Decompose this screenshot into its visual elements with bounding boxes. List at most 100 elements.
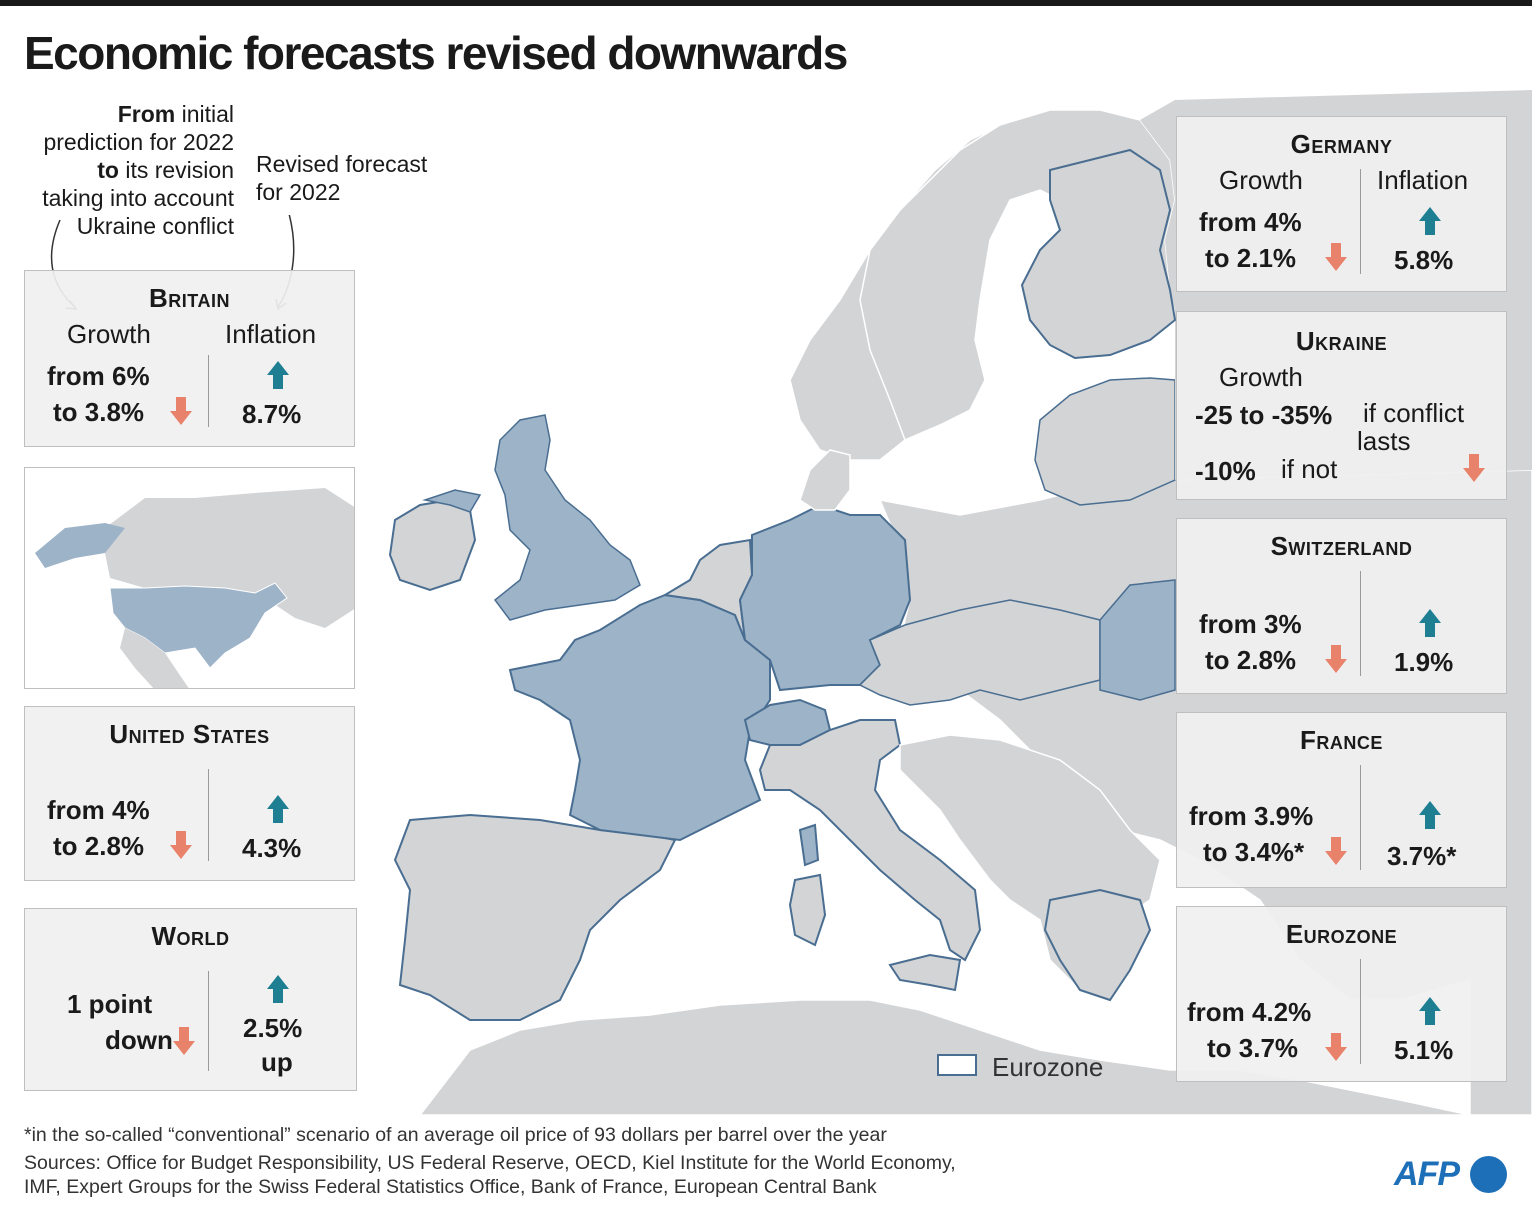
france-to: to 3.4%* xyxy=(1203,837,1305,867)
land-baltics-finland-east xyxy=(1034,377,1176,506)
eurozone-growth-down-arrow-icon xyxy=(1325,1033,1347,1061)
switzerland-divider xyxy=(1360,571,1361,676)
france-divider xyxy=(1360,765,1361,870)
world-inflation-line2: up xyxy=(261,1047,293,1077)
afp-logo-dot-icon xyxy=(1470,1156,1507,1193)
switzerland-inflation: 1.9% xyxy=(1394,647,1454,677)
ukraine-line1-value: -25 to -35% xyxy=(1195,400,1333,430)
world-growth-line2: down xyxy=(105,1025,173,1055)
box-eurozone-title: Eurozone xyxy=(1285,919,1398,949)
world-inflation-up-arrow-icon xyxy=(267,975,289,1003)
world-inflation-line1: 2.5% xyxy=(243,1013,303,1043)
note-mid1: initial prediction for 2022 xyxy=(43,101,234,155)
ukraine-line2-value: -10% xyxy=(1195,456,1256,486)
land-norway-sweden xyxy=(789,127,996,461)
ukraine-line2-text: if not xyxy=(1281,454,1338,484)
world-inset-svg xyxy=(35,488,354,688)
land-n-ireland xyxy=(422,489,482,513)
britain-inflation: 8.7% xyxy=(242,399,302,429)
eurozone-from: from 4.2% xyxy=(1187,997,1312,1027)
land-ireland xyxy=(388,498,477,592)
eurozone-inflation: 5.1% xyxy=(1394,1035,1454,1065)
germany-growth-label: Growth xyxy=(1219,165,1303,195)
box-britain: Britain Growth Inflation from 6% to 3.8%… xyxy=(24,270,355,447)
france-inflation: 3.7%* xyxy=(1387,841,1457,871)
france-growth-down-arrow-icon xyxy=(1325,837,1347,865)
note-to: to xyxy=(97,157,119,183)
land-sicily xyxy=(888,953,962,992)
box-world: World 1 point down 2.5% up xyxy=(24,908,357,1091)
footer-note: *in the so-called “conventional” scenari… xyxy=(24,1124,887,1146)
box-world-title: World xyxy=(151,921,230,951)
us-from: from 4% xyxy=(47,795,150,825)
us-divider xyxy=(208,769,209,861)
box-united-states: United States from 4% to 2.8% 4.3% xyxy=(24,706,355,881)
us-growth-down-arrow-icon xyxy=(170,831,192,859)
britain-growth-label: Growth xyxy=(67,319,151,349)
box-france-title: France xyxy=(1300,725,1383,755)
world-divider xyxy=(208,971,209,1071)
britain-from: from 6% xyxy=(47,361,150,391)
afp-logo: AFP xyxy=(1394,1155,1460,1193)
box-switzerland-title: Switzerland xyxy=(1270,531,1413,561)
box-france: France from 3.9% to 3.4%* 3.7%* xyxy=(1176,712,1507,888)
eurozone-divider xyxy=(1360,959,1361,1064)
footer-sources-2: IMF, Expert Groups for the Swiss Federal… xyxy=(24,1176,877,1198)
land-britain xyxy=(493,414,641,621)
germany-inflation-up-arrow-icon xyxy=(1419,207,1441,235)
britain-divider xyxy=(208,355,209,427)
britain-inflation-up-arrow-icon xyxy=(267,361,289,389)
land-romania xyxy=(1099,579,1176,701)
land-france xyxy=(508,593,771,842)
land-italy xyxy=(758,719,982,962)
inset-alaska xyxy=(35,523,125,568)
note-revised: Revised forecast for 2022 xyxy=(256,151,428,205)
ukraine-line1-text2: lasts xyxy=(1357,426,1411,456)
legend-eurozone-swatch xyxy=(937,1054,977,1076)
us-inflation-up-arrow-icon xyxy=(267,795,289,823)
germany-to: to 2.1% xyxy=(1205,243,1297,273)
footer-sources-1: Sources: Office for Budget Responsibilit… xyxy=(24,1152,956,1174)
world-growth-down-arrow-icon xyxy=(173,1027,195,1055)
switzerland-to: to 2.8% xyxy=(1205,645,1297,675)
land-denmark xyxy=(799,449,851,511)
switzerland-from: from 3% xyxy=(1199,609,1302,639)
page-title: Economic forecasts revised downwards xyxy=(24,27,848,79)
germany-inflation: 5.8% xyxy=(1394,245,1454,275)
world-growth-line1: 1 point xyxy=(67,989,153,1019)
box-germany-title: Germany xyxy=(1290,129,1393,159)
land-central xyxy=(858,599,1101,706)
germany-from: from 4% xyxy=(1199,207,1302,237)
ukraine-growth-label: Growth xyxy=(1219,362,1303,392)
germany-inflation-label: Inflation xyxy=(1377,165,1469,195)
us-inflation: 4.3% xyxy=(242,833,302,863)
france-inflation-up-arrow-icon xyxy=(1419,801,1441,829)
eurozone-to: to 3.7% xyxy=(1207,1033,1299,1063)
switzerland-inflation-up-arrow-icon xyxy=(1419,609,1441,637)
note-mid2: its revision taking into account Ukraine… xyxy=(42,157,234,239)
world-inset-map xyxy=(24,467,355,689)
note-from: From xyxy=(117,101,176,127)
box-switzerland: Switzerland from 3% to 2.8% 1.9% xyxy=(1176,518,1507,694)
legend-eurozone-label: Eurozone xyxy=(992,1052,1104,1082)
ukraine-line1-text: if conflict xyxy=(1363,398,1465,428)
britain-inflation-label: Inflation xyxy=(225,319,317,349)
box-ukraine: Ukraine Growth -25 to -35% if conflict l… xyxy=(1176,311,1507,500)
germany-growth-down-arrow-icon xyxy=(1325,243,1347,271)
land-corsica xyxy=(798,823,820,867)
note-explanation: From initial prediction for 2022 to its … xyxy=(40,100,234,240)
ukraine-growth-down-arrow-icon xyxy=(1463,454,1485,482)
box-ukraine-title: Ukraine xyxy=(1295,326,1388,356)
land-greece xyxy=(1043,888,1152,1002)
inset-greenland-canada xyxy=(105,488,354,628)
france-from: from 3.9% xyxy=(1189,801,1314,831)
inset-mexico xyxy=(120,628,189,688)
land-sardinia xyxy=(788,873,827,947)
us-to: to 2.8% xyxy=(53,831,145,861)
switzerland-growth-down-arrow-icon xyxy=(1325,645,1347,673)
box-eurozone: Eurozone from 4.2% to 3.7% 5.1% xyxy=(1176,906,1507,1082)
germany-divider xyxy=(1360,169,1361,274)
box-britain-title: Britain xyxy=(149,283,230,313)
land-iberia xyxy=(393,813,677,1021)
box-us-title: United States xyxy=(109,719,270,749)
